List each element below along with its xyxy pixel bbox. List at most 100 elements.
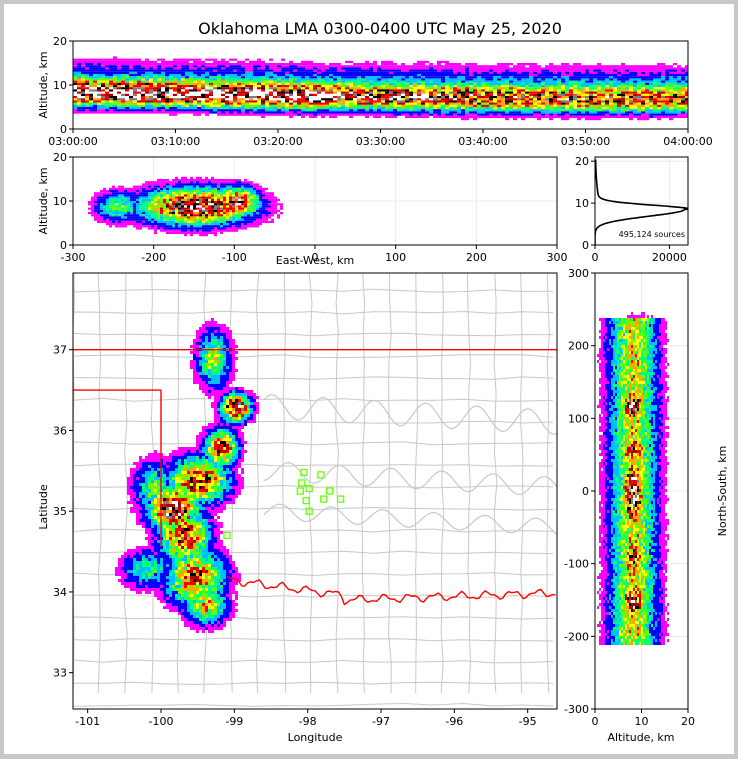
time-height-cell bbox=[665, 107, 669, 109]
time-height-cell bbox=[113, 81, 117, 83]
time-height-cell bbox=[385, 76, 389, 78]
time-height-cell bbox=[621, 96, 625, 98]
time-height-cell bbox=[149, 103, 153, 105]
time-height-cell bbox=[669, 94, 673, 96]
time-height-cell bbox=[573, 87, 577, 89]
time-height-cell bbox=[449, 63, 453, 65]
time-height-cell bbox=[317, 103, 321, 105]
time-height-cell bbox=[113, 72, 117, 74]
east-west-cell bbox=[193, 190, 196, 192]
time-height-cell bbox=[445, 67, 449, 69]
time-height-cell bbox=[389, 65, 393, 67]
time-height-cell bbox=[473, 67, 477, 69]
time-height-cell bbox=[605, 89, 609, 91]
time-height-cell bbox=[369, 109, 373, 111]
time-height-cell bbox=[129, 83, 133, 85]
time-height-cell bbox=[169, 105, 173, 107]
time-height-cell bbox=[113, 74, 117, 76]
time-height-cell bbox=[129, 107, 133, 109]
time-height-cell bbox=[625, 100, 629, 102]
time-height-cell bbox=[665, 74, 669, 76]
time-height-cell bbox=[133, 100, 137, 102]
time-height-cell bbox=[597, 105, 601, 107]
time-height-cell bbox=[669, 96, 673, 98]
time-height-cell bbox=[345, 76, 349, 78]
east-west-cell bbox=[235, 210, 238, 212]
time-height-cell bbox=[561, 81, 565, 83]
east-west-cell bbox=[205, 192, 208, 194]
time-height-cell bbox=[385, 103, 389, 105]
time-height-cell bbox=[253, 65, 257, 67]
time-height-cell bbox=[481, 114, 485, 116]
time-height-cell bbox=[501, 92, 505, 94]
time-height-cell bbox=[401, 89, 405, 91]
time-height-cell bbox=[225, 92, 229, 94]
time-height-cell bbox=[297, 83, 301, 85]
time-height-cell bbox=[265, 87, 269, 89]
east-west-cell bbox=[220, 190, 223, 192]
time-height-cell bbox=[637, 100, 641, 102]
time-height-cell bbox=[161, 103, 165, 105]
time-height-cell bbox=[145, 72, 149, 74]
time-height-cell bbox=[601, 76, 605, 78]
time-height-cell bbox=[601, 78, 605, 80]
time-height-cell bbox=[309, 83, 313, 85]
time-height-cell bbox=[593, 114, 597, 116]
time-height-cell bbox=[249, 103, 253, 105]
time-height-cell bbox=[193, 109, 197, 111]
time-height-cell bbox=[469, 78, 473, 80]
east-west-cell bbox=[229, 221, 232, 223]
east-west-cell bbox=[202, 223, 205, 225]
time-height-cell bbox=[385, 83, 389, 85]
time-height-cell bbox=[681, 96, 685, 98]
east-west-cell bbox=[199, 234, 202, 236]
east-west-cell bbox=[160, 186, 163, 188]
east-west-cell bbox=[136, 201, 139, 203]
time-height-cell bbox=[449, 114, 453, 116]
time-height-cell bbox=[445, 98, 449, 100]
time-height-cell bbox=[565, 67, 569, 69]
time-height-cell bbox=[321, 63, 325, 65]
time-height-cell bbox=[485, 111, 489, 113]
time-height-cell bbox=[637, 92, 641, 94]
time-height-cell bbox=[201, 85, 205, 87]
time-height-cell bbox=[393, 70, 397, 72]
time-height-cell bbox=[377, 89, 381, 91]
time-height-cell bbox=[513, 98, 517, 100]
time-height-cell bbox=[245, 114, 249, 116]
time-height-cell bbox=[573, 70, 577, 72]
time-height-cell bbox=[589, 74, 593, 76]
east-west-cell bbox=[181, 201, 184, 203]
time-height-cell bbox=[321, 114, 325, 116]
time-height-cell bbox=[521, 67, 525, 69]
time-height-cell bbox=[285, 98, 289, 100]
east-west-cell bbox=[106, 194, 109, 196]
time-height-cell bbox=[489, 111, 493, 113]
time-height-cell bbox=[305, 87, 309, 89]
east-west-cell bbox=[238, 210, 241, 212]
time-height-cell bbox=[589, 78, 593, 80]
east-west-cell bbox=[115, 203, 118, 205]
time-height-cell bbox=[565, 65, 569, 67]
east-west-cell bbox=[121, 192, 124, 194]
time-height-cell bbox=[349, 107, 353, 109]
east-west-cell bbox=[232, 190, 235, 192]
time-height-cell bbox=[165, 92, 169, 94]
time-height-cell bbox=[357, 107, 361, 109]
time-height-cell bbox=[397, 72, 401, 74]
east-west-cell bbox=[145, 203, 148, 205]
time-height-cell bbox=[669, 85, 673, 87]
east-west-cell bbox=[226, 194, 229, 196]
time-height-cell bbox=[137, 76, 141, 78]
time-height-cell bbox=[453, 103, 457, 105]
time-height-cell bbox=[169, 111, 173, 113]
time-height-cell bbox=[73, 83, 77, 85]
time-height-cell bbox=[121, 111, 125, 113]
east-west-cell bbox=[199, 205, 202, 207]
east-west-cell bbox=[214, 181, 217, 183]
time-height-cell bbox=[133, 87, 137, 89]
time-height-cell bbox=[337, 78, 341, 80]
time-height-cell bbox=[161, 67, 165, 69]
time-height-cell bbox=[581, 111, 585, 113]
time-height-cell bbox=[401, 94, 405, 96]
